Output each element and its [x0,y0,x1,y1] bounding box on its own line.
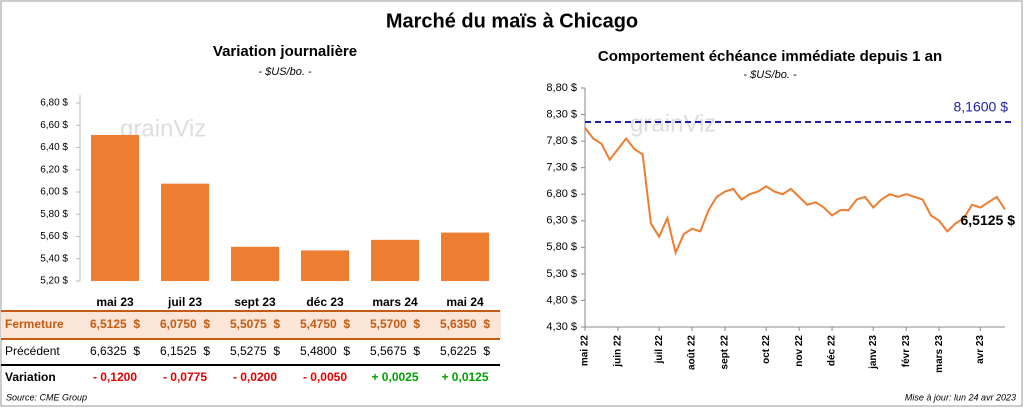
x-tick-label: mars 24 [372,295,418,309]
table-cell: 5,6350 $ [440,317,490,331]
table-cell: + 0,0025 [371,370,418,384]
y-tick-label: 5,30 $ [546,268,577,280]
chart-title: Comportement échéance immédiate depuis 1… [598,48,942,65]
table-cell: - 0,0050 [303,370,347,384]
y-tick-label: 8,30 $ [546,108,577,120]
x-tick-label: mai 23 [96,295,134,309]
y-tick-label: 6,80 $ [546,188,577,200]
table-cell: + 0,0125 [441,370,488,384]
bar [231,246,279,281]
bar [91,134,139,281]
line [584,127,1006,256]
x-tick-label: sept 23 [234,295,276,309]
x-tick-label: mai 22 [580,335,591,367]
table-cell: 5,4800 $ [300,344,350,358]
x-tick-label: janv 23 [868,335,879,370]
table-cell: 6,5125 $ [90,317,140,331]
x-tick-label: sept 22 [720,335,731,370]
table-cell: 6,1525 $ [160,344,210,358]
y-tick-label: 5,60 $ [40,231,68,242]
reference-label: 8,1600 $ [954,99,1009,115]
y-tick-label: 5,40 $ [40,253,68,264]
x-tick-label: juil 23 [167,295,202,309]
y-tick-label: 6,40 $ [40,142,68,153]
table-cell: - 0,0775 [163,370,207,384]
y-tick-label: 5,80 $ [546,241,577,253]
table-cell: 5,6225 $ [440,344,490,358]
y-tick-label: 6,80 $ [40,98,68,109]
table-cell: 6,6325 $ [90,344,140,358]
x-tick-label: févr 23 [901,335,912,368]
page-title: Marché du maïs à Chicago [386,10,638,32]
bar [301,250,349,281]
chart-subtitle: - $US/bo. - [258,66,312,78]
table-cell: 6,0750 $ [160,317,210,331]
watermark: grainViz [630,110,716,137]
x-tick-label: déc 23 [306,295,344,309]
x-tick-label: déc 22 [827,335,838,367]
x-tick-label: juin 22 [613,335,624,368]
row-label: Précédent [5,344,60,358]
bar [161,183,209,281]
bar [441,232,489,281]
y-tick-label: 7,80 $ [546,135,577,147]
y-tick-label: 4,80 $ [546,294,577,306]
bar [371,239,419,281]
updated: Mise à jour: lun 24 avr 2023 [905,392,1016,402]
table-cell: - 0,1200 [93,370,137,384]
chart-title: Variation journalière [213,43,357,60]
y-tick-label: 7,30 $ [546,162,577,174]
y-tick-label: 5,80 $ [40,209,68,220]
x-tick-label: oct 22 [761,335,772,364]
y-tick-label: 6,60 $ [40,120,68,131]
row-highlight [1,312,501,338]
row-label: Variation [5,370,56,384]
table-cell: - 0,0200 [233,370,277,384]
y-tick-label: 6,00 $ [40,187,68,198]
last-value-label: 6,5125 $ [961,212,1016,228]
y-tick-label: 5,20 $ [40,276,68,287]
y-tick-label: 6,20 $ [40,164,68,175]
x-tick-label: nov 22 [794,335,805,367]
x-tick-label: juil 22 [654,335,665,365]
table-cell: 5,5275 $ [230,344,280,358]
x-tick-label: mars 23 [934,335,945,373]
table-cell: 5,5675 $ [370,344,420,358]
x-tick-label: avr 23 [975,335,986,364]
y-tick-label: 8,80 $ [546,82,577,94]
y-tick-label: 4,30 $ [546,321,577,333]
chart-subtitle: - $US/bo. - [743,69,797,81]
y-tick-label: 6,30 $ [546,215,577,227]
table-cell: 5,5700 $ [370,317,420,331]
table-cell: 5,5075 $ [230,317,280,331]
source: Source: CME Group [6,392,87,402]
x-tick-label: mai 24 [446,295,484,309]
table-cell: 5,4750 $ [300,317,350,331]
row-label: Fermeture [5,317,64,331]
x-tick-label: août 22 [687,335,698,370]
